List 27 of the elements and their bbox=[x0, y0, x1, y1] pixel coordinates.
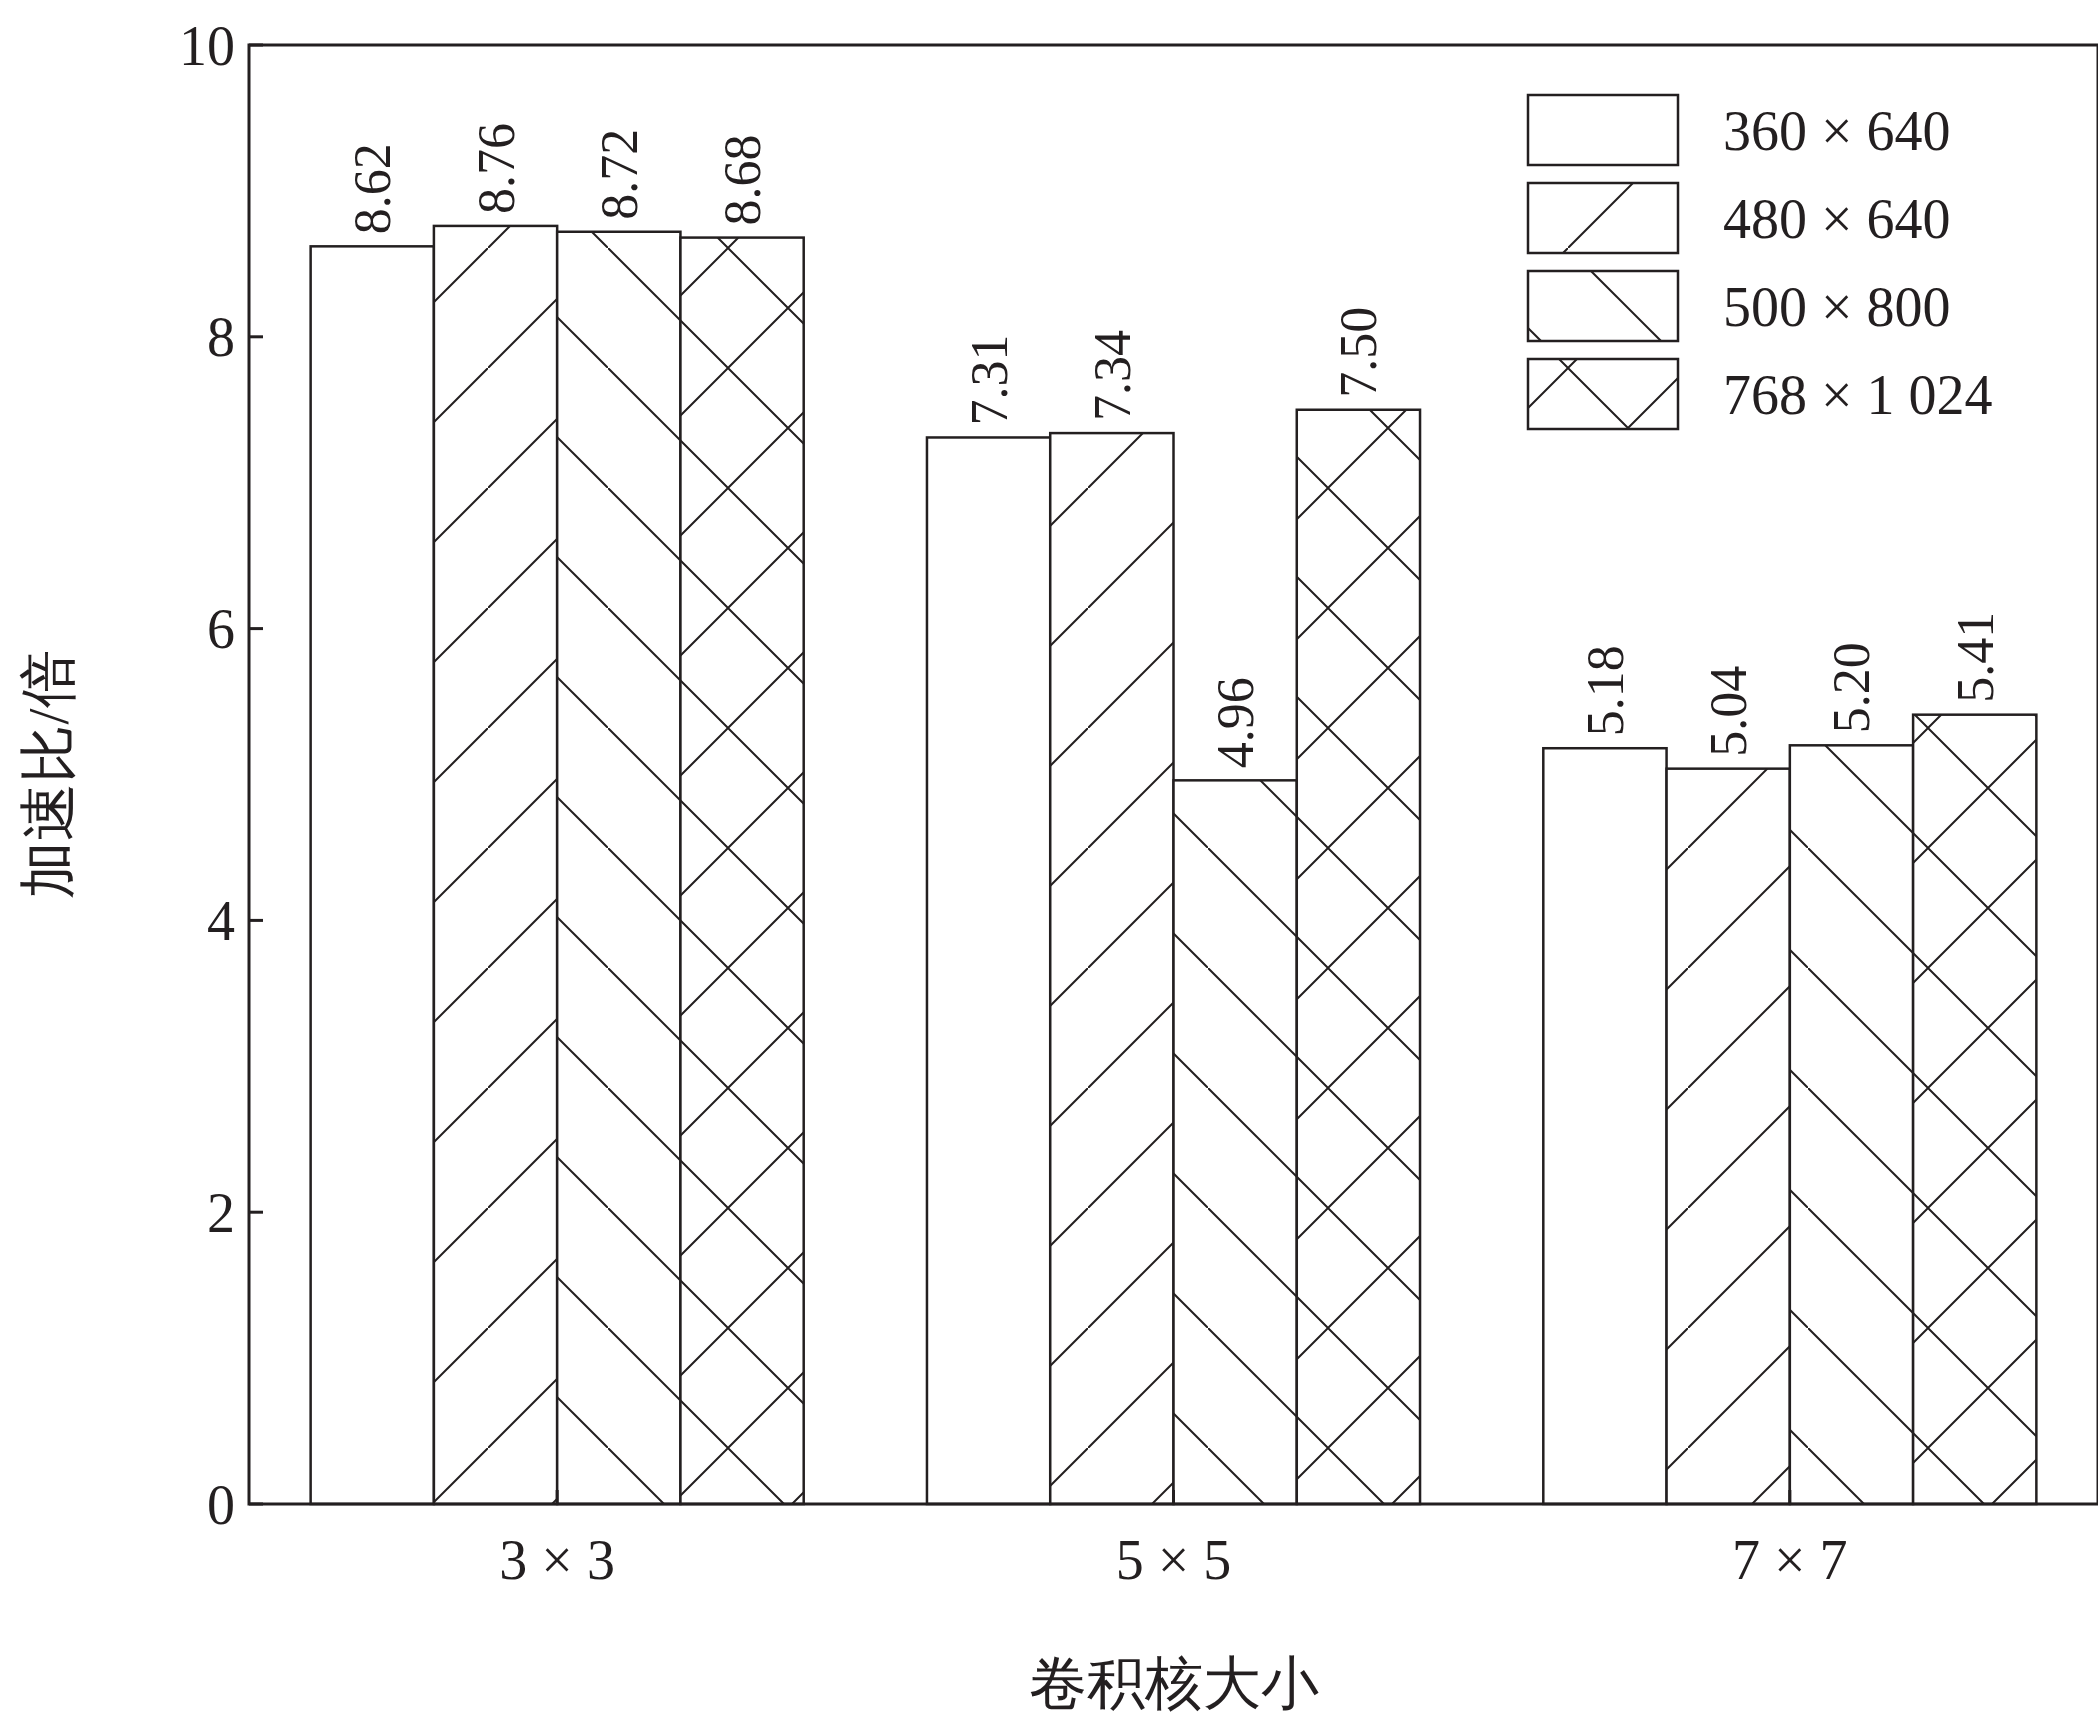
data-label: 4.96 bbox=[1207, 677, 1265, 769]
y-tick-label: 4 bbox=[207, 890, 235, 952]
data-label: 8.76 bbox=[467, 122, 525, 214]
legend-label: 768 × 1 024 bbox=[1723, 363, 1993, 426]
y-tick-label: 6 bbox=[207, 598, 235, 661]
data-label: 5.41 bbox=[1946, 611, 2004, 703]
x-axis-title: 卷积核大小 bbox=[1028, 1651, 1319, 1716]
legend-label: 360 × 640 bbox=[1723, 99, 1951, 162]
data-label: 8.62 bbox=[344, 143, 402, 235]
x-tick-label: 7 × 7 bbox=[1732, 1529, 1848, 1591]
data-label: 5.04 bbox=[1700, 665, 1758, 757]
data-label: 8.72 bbox=[590, 128, 648, 220]
x-tick-label: 5 × 5 bbox=[1115, 1529, 1232, 1591]
data-label: 7.31 bbox=[960, 334, 1018, 426]
y-axis-title: 加速比/倍 bbox=[16, 650, 81, 899]
legend-label: 480 × 640 bbox=[1723, 187, 1951, 250]
data-label: 5.20 bbox=[1823, 642, 1881, 734]
data-label: 7.34 bbox=[1083, 330, 1141, 422]
legend-label: 500 × 800 bbox=[1723, 275, 1951, 338]
data-label: 5.18 bbox=[1576, 645, 1634, 737]
x-tick-label: 3 × 3 bbox=[499, 1529, 615, 1591]
y-tick-label: 8 bbox=[207, 306, 235, 369]
y-tick-label: 10 bbox=[179, 14, 235, 77]
y-tick-label: 2 bbox=[207, 1181, 235, 1244]
data-label: 7.50 bbox=[1330, 306, 1388, 398]
data-label: 8.68 bbox=[714, 134, 772, 226]
y-tick-label: 0 bbox=[207, 1473, 235, 1536]
